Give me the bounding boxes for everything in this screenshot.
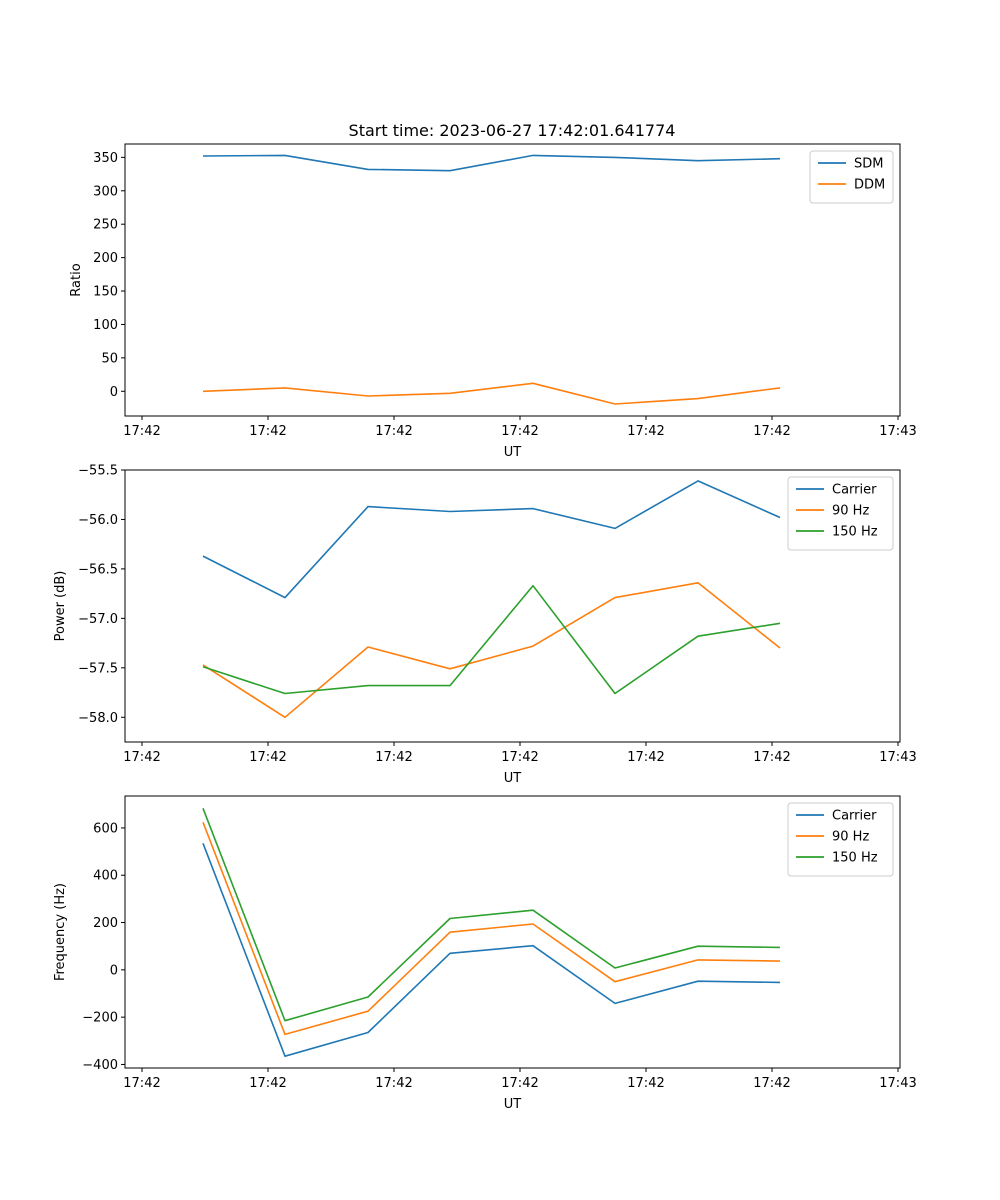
y-tick-label: 0: [110, 385, 118, 400]
legend-label: Carrier: [832, 483, 877, 498]
x-tick-label: 17:42: [501, 750, 538, 765]
panel-1: 17:42 17:42 17:42 17:42 17:42 17:42 17:43 0 50 10…: [69, 144, 917, 460]
chart-title: Start time: 2023-06-27 17:42:01.641774: [349, 121, 676, 140]
plot-frame: [125, 796, 900, 1068]
legend-label: 150 Hz: [832, 525, 878, 540]
y-tick-label: 150: [93, 285, 118, 300]
series-line-150-hz: [203, 808, 780, 1020]
x-tick-label: 17:42: [753, 1076, 790, 1091]
x-tick-label: 17:42: [249, 750, 286, 765]
y-tick-label: −56.0: [78, 513, 118, 528]
y-tick-label: 300: [93, 184, 118, 199]
series-line-ddm: [203, 383, 780, 404]
y-tick-label: 0: [110, 963, 118, 978]
y-axis-label: Frequency (Hz): [53, 883, 68, 981]
x-tick-label: 17:42: [375, 424, 412, 439]
x-tick-label: 17:42: [753, 750, 790, 765]
series-line-90-hz: [203, 822, 780, 1034]
y-tick-label: 250: [93, 218, 118, 233]
legend: Carrier 90 Hz 150 Hz: [788, 803, 893, 876]
y-tick-label: −57.5: [78, 661, 118, 676]
series-line-sdm: [203, 155, 780, 170]
y-tick-label: 200: [93, 916, 118, 931]
series-line-carrier: [203, 843, 780, 1056]
y-tick-label: −57.0: [78, 612, 118, 627]
legend: Carrier 90 Hz 150 Hz: [788, 477, 893, 550]
x-tick-label: 17:43: [879, 750, 916, 765]
y-tick-label: 400: [93, 869, 118, 884]
legend-label: DDM: [854, 178, 885, 193]
x-tick-label: 17:42: [249, 424, 286, 439]
legend-label: 90 Hz: [832, 830, 869, 845]
y-tick-label: −55.5: [78, 464, 118, 479]
legend: SDM DDM: [810, 151, 893, 203]
panel-2: 17:42 17:42 17:42 17:42 17:42 17:42 17:43 −58.0…: [53, 464, 917, 787]
y-tick-label: 100: [93, 318, 118, 333]
x-tick-label: 17:42: [123, 750, 160, 765]
y-tick-label: 350: [93, 151, 118, 166]
legend-label: 90 Hz: [832, 504, 869, 519]
y-axis-label: Ratio: [69, 263, 84, 296]
x-tick-label: 17:42: [249, 1076, 286, 1091]
legend-label: Carrier: [832, 809, 877, 824]
x-axis-label: UT: [504, 1097, 522, 1112]
x-tick-label: 17:42: [501, 1076, 538, 1091]
series-line-90-hz: [203, 583, 780, 718]
x-tick-label: 17:42: [123, 1076, 160, 1091]
x-tick-label: 17:42: [375, 750, 412, 765]
x-tick-label: 17:43: [879, 424, 916, 439]
y-tick-label: −200: [82, 1011, 118, 1026]
figure: Start time: 2023-06-27 17:42:01.641774 1…: [0, 0, 1000, 1200]
x-axis-label: UT: [504, 771, 522, 786]
y-tick-label: 600: [93, 821, 118, 836]
y-tick-label: −400: [82, 1058, 118, 1073]
y-tick-label: 200: [93, 251, 118, 266]
series-line-carrier: [203, 481, 780, 598]
y-tick-label: −58.0: [78, 711, 118, 726]
plot-frame: [125, 144, 900, 416]
y-tick-label: 50: [101, 351, 118, 366]
y-axis-label: Power (dB): [53, 571, 68, 642]
series-line-150-hz: [203, 586, 780, 694]
x-tick-label: 17:42: [753, 424, 790, 439]
x-tick-label: 17:42: [627, 1076, 664, 1091]
x-tick-label: 17:42: [375, 1076, 412, 1091]
x-tick-label: 17:42: [627, 750, 664, 765]
legend-label: SDM: [854, 157, 883, 172]
x-tick-label: 17:42: [627, 424, 664, 439]
x-tick-label: 17:42: [501, 424, 538, 439]
x-axis-label: UT: [504, 445, 522, 460]
legend-label: 150 Hz: [832, 851, 878, 866]
x-tick-label: 17:43: [879, 1076, 916, 1091]
panel-3: 17:42 17:42 17:42 17:42 17:42 17:42 17:43 −400 −…: [53, 796, 917, 1112]
plot-frame: [125, 470, 900, 742]
x-tick-label: 17:42: [123, 424, 160, 439]
y-tick-label: −56.5: [78, 562, 118, 577]
